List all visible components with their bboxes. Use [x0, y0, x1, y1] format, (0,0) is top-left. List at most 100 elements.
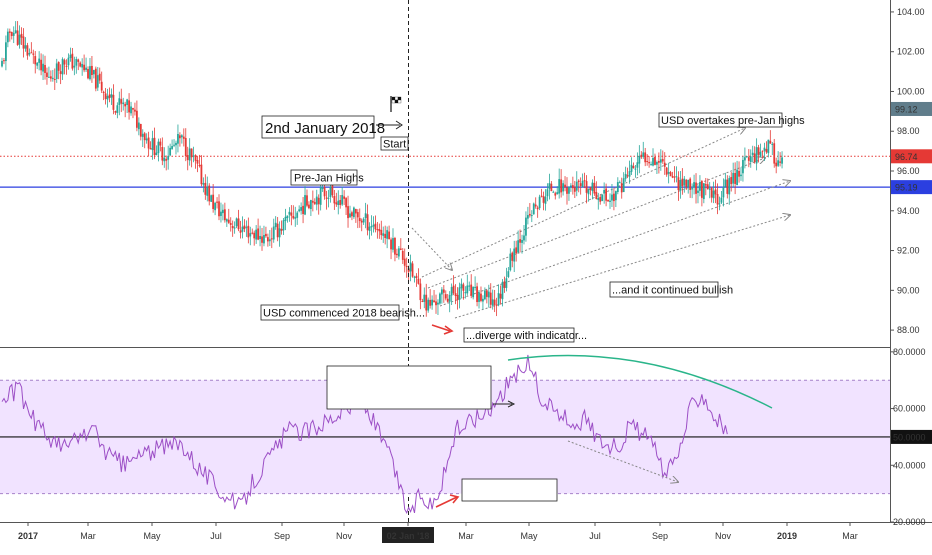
candle-body	[130, 106, 132, 114]
candle-body	[239, 230, 242, 233]
candle-body	[413, 276, 416, 278]
candle-body	[532, 203, 535, 215]
price-divergence-arrowhead	[443, 325, 454, 335]
candle-body	[362, 218, 365, 223]
candle-body	[489, 292, 492, 305]
candle-body	[734, 172, 737, 184]
candle-body	[46, 72, 48, 77]
candle-body	[212, 194, 215, 209]
candle-body	[85, 67, 87, 70]
candle-body	[521, 239, 523, 243]
candle-body	[390, 239, 392, 250]
candle-body	[81, 63, 84, 68]
candle-body	[493, 299, 496, 305]
candle-body	[184, 137, 187, 156]
candle-body	[523, 235, 525, 241]
candle-body	[347, 206, 349, 219]
candle-body	[116, 105, 119, 113]
time-tick-label: Mar	[80, 531, 96, 541]
candle-body	[458, 287, 461, 300]
candle-body	[626, 175, 629, 177]
candle-body	[323, 187, 326, 197]
candle-body	[345, 198, 347, 208]
candle-body	[693, 182, 695, 188]
candle-body	[667, 171, 670, 174]
candle-body	[673, 176, 676, 178]
candle-body	[405, 265, 408, 268]
candle-body	[652, 157, 654, 166]
candle-body	[16, 30, 19, 45]
candle-body	[182, 136, 185, 139]
candle-body	[180, 135, 183, 138]
candle-body	[165, 158, 168, 161]
candle-body	[308, 204, 310, 209]
time-tick-label: Jul	[589, 531, 601, 541]
candle-body	[147, 137, 150, 149]
candle-body	[671, 176, 674, 178]
candle-body	[87, 69, 89, 79]
candle-body	[91, 65, 93, 76]
candle-body	[42, 63, 44, 72]
candle-body	[401, 251, 404, 260]
candle-body	[548, 183, 551, 189]
candle-body	[263, 235, 265, 244]
candle-body	[478, 292, 480, 302]
candle-body	[204, 182, 207, 195]
candle-body	[300, 207, 303, 211]
diverge-indicator-annotation-box	[463, 327, 575, 343]
rsi-tick-label: 20.0000	[893, 517, 926, 527]
rsi-divergence-arrowhead	[449, 494, 460, 504]
candle-body	[454, 293, 457, 297]
candle-body	[341, 195, 344, 205]
candle-body	[171, 146, 173, 149]
candle-body	[284, 216, 287, 222]
candle-body	[491, 299, 494, 306]
candle-body	[546, 189, 549, 197]
sentiment-annotation-box	[326, 365, 492, 410]
price-tick-label: 98.00	[897, 126, 920, 136]
candle-body	[560, 179, 563, 193]
usd-high-tag-bg	[891, 101, 932, 116]
candle-body	[568, 186, 570, 194]
candle-body	[730, 176, 733, 185]
candle-body	[378, 229, 381, 232]
candle-body	[724, 179, 727, 187]
candle-body	[274, 222, 277, 228]
candle-body	[755, 147, 758, 164]
candle-body	[542, 196, 545, 203]
candle-body	[427, 299, 430, 311]
candle-body	[364, 213, 367, 218]
candle-body	[317, 197, 320, 205]
candle-body	[108, 94, 111, 98]
rsi-pane: 80.0000 60.0000 50.0000 40.0000 20.0000	[0, 347, 932, 527]
candle-body	[677, 177, 680, 191]
candle-body	[710, 187, 713, 198]
candle-body	[659, 159, 662, 163]
candle-body	[464, 292, 467, 294]
candle-body	[556, 192, 559, 195]
candle-body	[679, 180, 682, 191]
candle-body	[65, 65, 68, 67]
candle-body	[382, 233, 385, 236]
candle-body	[439, 293, 441, 304]
candle-body	[288, 211, 291, 215]
candle-body	[616, 182, 619, 192]
candle-body	[657, 160, 660, 163]
candle-body	[609, 200, 611, 202]
candle-body	[618, 182, 621, 184]
candle-body	[482, 298, 484, 302]
candle-body	[134, 109, 136, 112]
candle-body	[630, 164, 633, 172]
candle-body	[442, 289, 445, 293]
candle-body	[353, 207, 355, 218]
candle-body	[450, 287, 453, 296]
candle-body	[392, 238, 394, 250]
flag-square	[397, 96, 402, 101]
trend-channel-line	[427, 158, 765, 289]
candle-body	[51, 77, 54, 79]
candle-body	[587, 188, 590, 195]
candle-body	[589, 187, 592, 191]
candle-body	[702, 183, 705, 200]
candle-body	[585, 181, 588, 193]
price-tick-label: 102.00	[897, 47, 925, 57]
